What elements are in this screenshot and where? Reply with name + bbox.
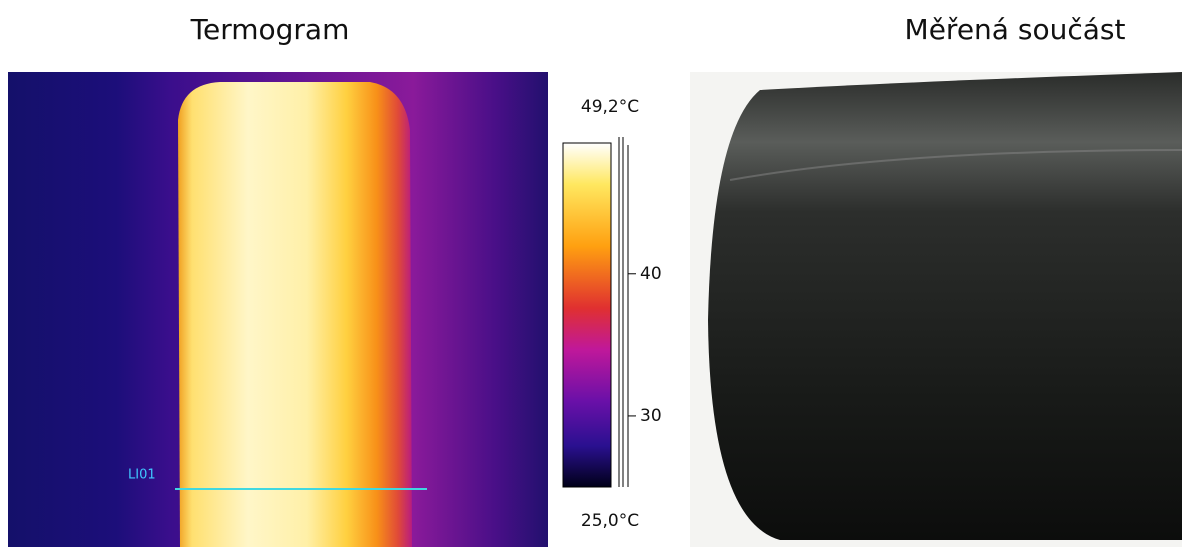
thermogram-title: Termogram — [190, 13, 350, 46]
tick-label: 30 — [640, 406, 662, 426]
colorbar — [563, 137, 628, 487]
thermogram-image — [8, 72, 548, 547]
colorbar-min-label: 25,0°C — [581, 511, 639, 531]
colorbar-max-label: 49,2°C — [581, 97, 639, 117]
line-label: LI01 — [128, 468, 156, 483]
figure: Termogram Měřená součást LI01 49,2°C 25,… — [0, 0, 1182, 547]
tick-label: 40 — [640, 264, 662, 284]
photo-title: Měřená součást — [905, 13, 1126, 46]
colorbar-ticks: 40 30 — [628, 264, 662, 426]
photo-image — [690, 72, 1182, 547]
